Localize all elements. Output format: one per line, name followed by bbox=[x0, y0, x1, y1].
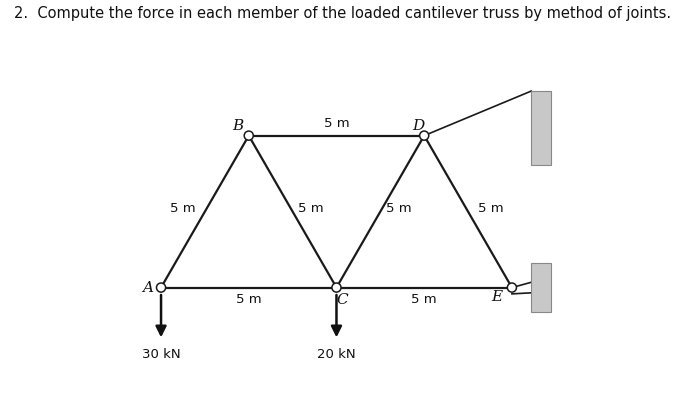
Text: 5 m: 5 m bbox=[170, 202, 196, 215]
Text: 5 m: 5 m bbox=[298, 202, 323, 215]
Bar bbox=[531, 263, 550, 312]
Text: 5 m: 5 m bbox=[386, 202, 412, 215]
Text: D: D bbox=[412, 119, 424, 133]
Text: 20 kN: 20 kN bbox=[317, 348, 356, 361]
Circle shape bbox=[420, 131, 429, 140]
Text: E: E bbox=[491, 290, 502, 304]
Text: 5 m: 5 m bbox=[478, 202, 504, 215]
Text: B: B bbox=[232, 119, 244, 133]
Text: 5 m: 5 m bbox=[236, 293, 262, 306]
Text: C: C bbox=[336, 293, 348, 307]
Text: 5 m: 5 m bbox=[412, 293, 437, 306]
Circle shape bbox=[244, 131, 253, 140]
Circle shape bbox=[156, 283, 166, 292]
Circle shape bbox=[332, 283, 341, 292]
Circle shape bbox=[507, 283, 516, 292]
Text: 5 m: 5 m bbox=[323, 117, 349, 130]
Bar bbox=[531, 91, 550, 165]
Text: A: A bbox=[142, 281, 153, 295]
Text: 2.  Compute the force in each member of the loaded cantilever truss by method of: 2. Compute the force in each member of t… bbox=[14, 6, 671, 21]
Text: 30 kN: 30 kN bbox=[142, 348, 180, 361]
